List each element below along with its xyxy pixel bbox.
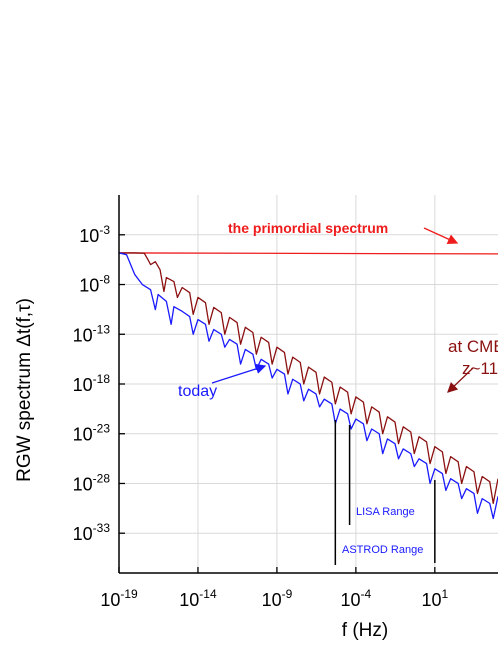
series-line [119, 252, 498, 255]
y-tick-label: 10-33 [73, 521, 111, 544]
series-label: at CMB [448, 337, 498, 356]
y-axis-title: RGW spectrum Δt(f,τ) [14, 298, 35, 482]
series-label: the primordial spectrum [228, 220, 388, 236]
x-tick-label: 10-14 [179, 587, 217, 610]
x-tick-label: 101 [421, 587, 448, 610]
arrow [447, 367, 474, 393]
series-line [119, 252, 498, 520]
ticks: 10-3 10-8 10-13 10-18 10-23 10-28 10-33 10-19 10… [73, 223, 449, 610]
series-line [119, 252, 498, 505]
annotations: the primordial spectrum at CMB z~1100 to… [178, 220, 498, 565]
curves [119, 252, 498, 520]
x-axis-title: f (Hz) [342, 620, 388, 641]
y-tick-label: 10-28 [73, 471, 111, 494]
y-tick-label: 10-18 [73, 372, 111, 395]
x-tick-label: 10-19 [100, 587, 138, 610]
y-tick-label: 10-13 [73, 322, 111, 345]
y-tick-label: 10-23 [73, 422, 111, 445]
annotation: z~1100 [462, 359, 498, 378]
grid [118, 195, 498, 573]
arrow [423, 227, 459, 244]
annotation: LISA Range [356, 506, 415, 518]
y-tick-label: 10-3 [79, 223, 110, 246]
annotation: ASTROD Range [342, 544, 423, 556]
arrow [211, 363, 267, 384]
x-tick-label: 10-9 [262, 587, 293, 610]
x-tick-label: 10-4 [341, 587, 372, 610]
series-label: today [178, 383, 217, 400]
y-tick-label: 10-8 [79, 273, 110, 296]
